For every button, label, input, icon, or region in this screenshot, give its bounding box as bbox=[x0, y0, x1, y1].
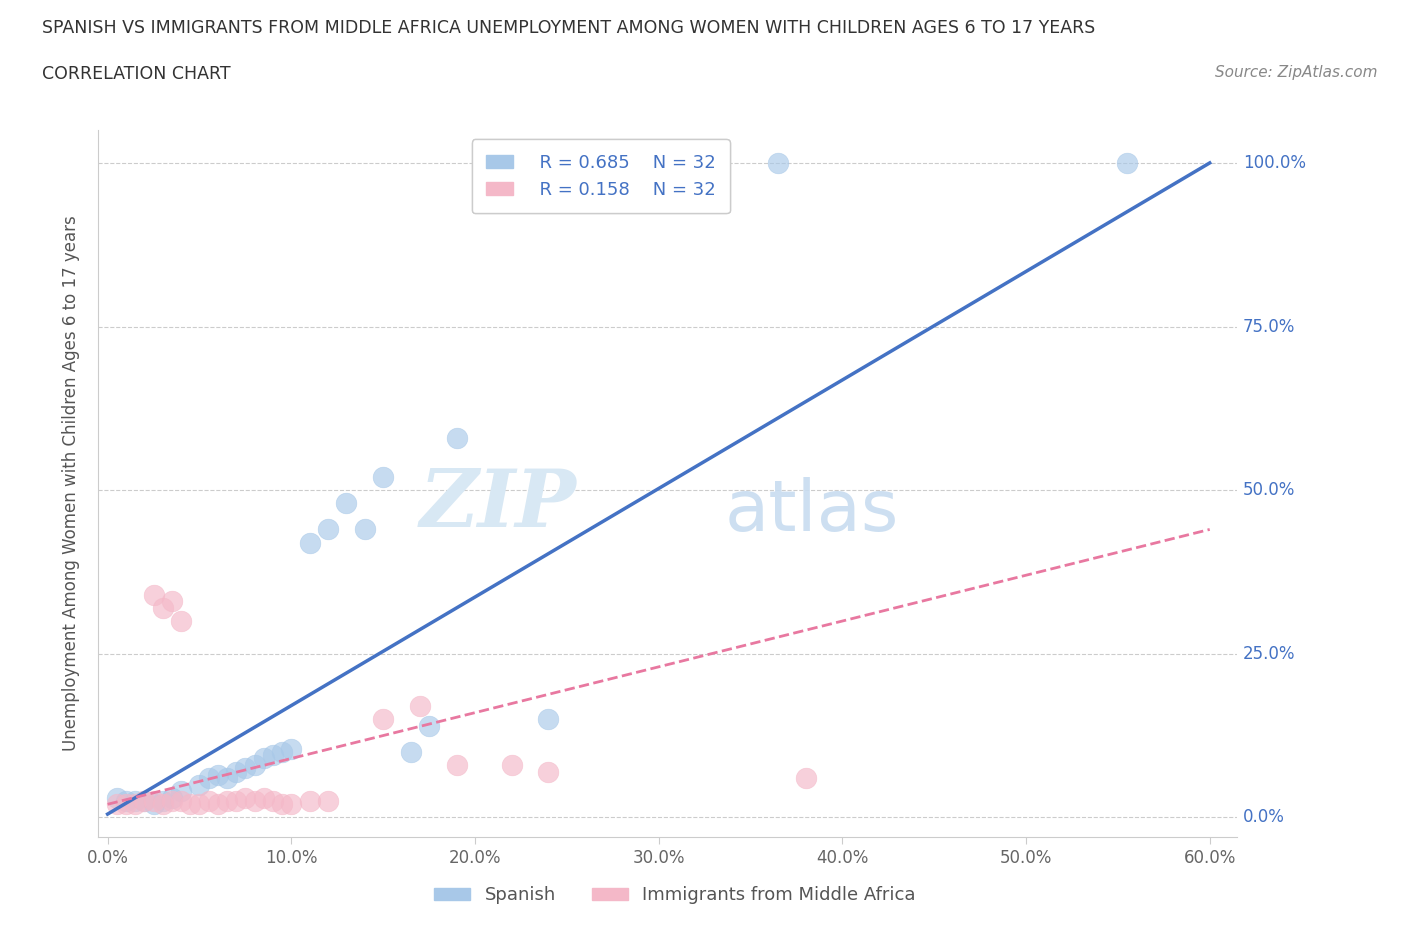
Text: 75.0%: 75.0% bbox=[1243, 317, 1295, 336]
Point bbox=[243, 758, 266, 773]
Point bbox=[418, 718, 440, 733]
Point bbox=[298, 535, 321, 550]
Point bbox=[160, 790, 183, 805]
Point bbox=[298, 793, 321, 808]
Point bbox=[188, 777, 211, 792]
Point bbox=[134, 793, 156, 808]
Point bbox=[271, 797, 294, 812]
Point bbox=[243, 793, 266, 808]
Point bbox=[115, 793, 138, 808]
Point bbox=[170, 784, 193, 799]
Point bbox=[280, 741, 302, 756]
Point bbox=[537, 764, 560, 779]
Point bbox=[262, 793, 284, 808]
Text: CORRELATION CHART: CORRELATION CHART bbox=[42, 65, 231, 83]
Point bbox=[225, 764, 247, 779]
Point bbox=[207, 797, 229, 812]
Point bbox=[280, 797, 302, 812]
Point bbox=[316, 793, 339, 808]
Point bbox=[766, 155, 789, 170]
Point bbox=[160, 793, 183, 808]
Point bbox=[794, 771, 817, 786]
Point bbox=[152, 793, 174, 808]
Point bbox=[188, 797, 211, 812]
Point bbox=[685, 155, 707, 170]
Point bbox=[142, 793, 165, 808]
Point bbox=[215, 771, 238, 786]
Point bbox=[124, 797, 146, 812]
Point bbox=[142, 588, 165, 603]
Point bbox=[152, 797, 174, 812]
Point bbox=[262, 748, 284, 763]
Point bbox=[638, 155, 661, 170]
Point bbox=[399, 745, 422, 760]
Point bbox=[409, 698, 432, 713]
Text: SPANISH VS IMMIGRANTS FROM MIDDLE AFRICA UNEMPLOYMENT AMONG WOMEN WITH CHILDREN : SPANISH VS IMMIGRANTS FROM MIDDLE AFRICA… bbox=[42, 19, 1095, 36]
Point bbox=[142, 797, 165, 812]
Text: 25.0%: 25.0% bbox=[1243, 644, 1295, 663]
Point bbox=[253, 751, 276, 766]
Y-axis label: Unemployment Among Women with Children Ages 6 to 17 years: Unemployment Among Women with Children A… bbox=[62, 216, 80, 751]
Point bbox=[371, 470, 394, 485]
Text: atlas: atlas bbox=[725, 477, 900, 546]
Point bbox=[253, 790, 276, 805]
Point bbox=[446, 431, 468, 445]
Point bbox=[152, 601, 174, 616]
Point bbox=[446, 758, 468, 773]
Point bbox=[215, 793, 238, 808]
Point bbox=[207, 767, 229, 782]
Point bbox=[235, 761, 257, 776]
Point bbox=[1116, 155, 1139, 170]
Legend: Spanish, Immigrants from Middle Africa: Spanish, Immigrants from Middle Africa bbox=[426, 879, 924, 911]
Point bbox=[501, 758, 523, 773]
Point bbox=[335, 496, 357, 511]
Legend:   R = 0.685    N = 32,   R = 0.158    N = 32: R = 0.685 N = 32, R = 0.158 N = 32 bbox=[472, 140, 730, 213]
Text: 100.0%: 100.0% bbox=[1243, 154, 1306, 172]
Text: 50.0%: 50.0% bbox=[1243, 481, 1295, 499]
Point bbox=[105, 797, 128, 812]
Point bbox=[225, 793, 247, 808]
Point bbox=[170, 793, 193, 808]
Point bbox=[124, 793, 146, 808]
Point bbox=[371, 711, 394, 726]
Point bbox=[105, 790, 128, 805]
Point bbox=[197, 793, 219, 808]
Point bbox=[134, 793, 156, 808]
Point bbox=[115, 797, 138, 812]
Point bbox=[316, 522, 339, 537]
Point bbox=[235, 790, 257, 805]
Point bbox=[537, 711, 560, 726]
Point bbox=[160, 594, 183, 609]
Text: Source: ZipAtlas.com: Source: ZipAtlas.com bbox=[1215, 65, 1378, 80]
Point bbox=[170, 614, 193, 629]
Point bbox=[197, 771, 219, 786]
Point bbox=[271, 745, 294, 760]
Text: 0.0%: 0.0% bbox=[1243, 808, 1285, 827]
Point bbox=[179, 797, 201, 812]
Point bbox=[353, 522, 375, 537]
Text: ZIP: ZIP bbox=[420, 466, 576, 543]
